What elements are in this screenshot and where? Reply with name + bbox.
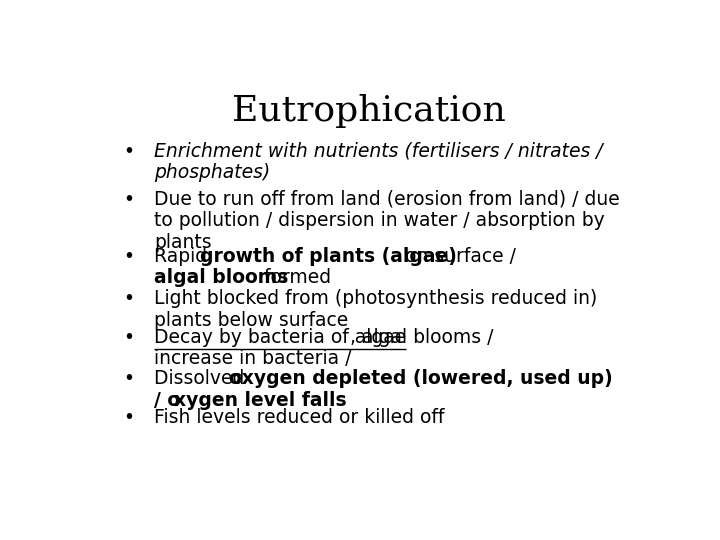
- Text: •: •: [124, 246, 135, 266]
- Text: on surface /: on surface /: [399, 246, 516, 266]
- Text: plants below surface: plants below surface: [154, 311, 348, 330]
- Text: •: •: [124, 190, 135, 208]
- Text: •: •: [124, 328, 135, 347]
- Text: Rapid: Rapid: [154, 246, 213, 266]
- Text: Decay by bacteria of algae: Decay by bacteria of algae: [154, 328, 406, 347]
- Text: / o: / o: [154, 391, 180, 410]
- Text: •: •: [124, 289, 135, 308]
- Text: Enrichment with nutrients (fertilisers / nitrates /: Enrichment with nutrients (fertilisers /…: [154, 141, 603, 161]
- Text: Light blocked from (photosynthesis reduced in): Light blocked from (photosynthesis reduc…: [154, 289, 598, 308]
- Text: •: •: [124, 408, 135, 427]
- Text: oxygen depleted (lowered, used up): oxygen depleted (lowered, used up): [229, 369, 613, 388]
- Text: , algal blooms /: , algal blooms /: [350, 328, 493, 347]
- Text: •: •: [124, 141, 135, 161]
- Text: formed: formed: [258, 268, 331, 287]
- Text: Eutrophication: Eutrophication: [232, 94, 506, 128]
- Text: algal blooms: algal blooms: [154, 268, 289, 287]
- Text: Dissolved: Dissolved: [154, 369, 251, 388]
- Text: Due to run off from land (erosion from land) / due: Due to run off from land (erosion from l…: [154, 190, 620, 208]
- Text: xygen level falls: xygen level falls: [174, 391, 347, 410]
- Text: plants: plants: [154, 233, 212, 252]
- Text: to pollution / dispersion in water / absorption by: to pollution / dispersion in water / abs…: [154, 211, 605, 230]
- Text: phosphates): phosphates): [154, 163, 271, 183]
- Text: Fish levels reduced or killed off: Fish levels reduced or killed off: [154, 408, 444, 427]
- Text: growth of plants (algae): growth of plants (algae): [200, 246, 457, 266]
- Text: increase in bacteria /: increase in bacteria /: [154, 349, 351, 368]
- Text: •: •: [124, 369, 135, 388]
